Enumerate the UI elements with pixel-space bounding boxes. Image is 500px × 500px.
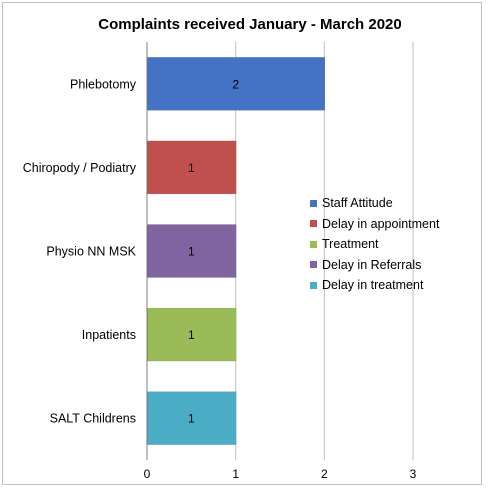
legend-swatch: [310, 240, 317, 248]
legend-label: Staff Attitude: [322, 196, 393, 211]
chart-legend: Staff Attitude Delay in appointment Trea…: [310, 193, 439, 296]
x-tick-label: 0: [144, 467, 151, 481]
category-label: SALT Childrens: [50, 412, 136, 426]
chart-title: Complaints received January - March 2020: [98, 16, 402, 33]
data-label: 1: [188, 245, 195, 259]
x-tick-label: 3: [410, 467, 417, 481]
legend-swatch: [310, 261, 317, 269]
category-label: Physio NN MSK: [46, 245, 136, 259]
category-label: Chiropody / Podiatry: [23, 161, 137, 175]
legend-swatch: [310, 220, 317, 228]
bar: [147, 307, 237, 362]
category-label: Phlebotomy: [70, 77, 137, 91]
legend-label: Delay in appointment: [322, 216, 440, 231]
bar: [147, 224, 237, 278]
bar: [147, 140, 237, 195]
data-label: 1: [188, 328, 195, 342]
legend-label: Delay in treatment: [322, 278, 424, 293]
bar: [147, 57, 326, 111]
data-label: 1: [188, 161, 195, 175]
legend-item-treatment: Treatment: [310, 234, 439, 255]
legend-label: Treatment: [322, 237, 379, 252]
legend-item-delay-in-treatment: Delay in treatment: [310, 275, 439, 296]
legend-label: Delay in Referrals: [322, 257, 422, 272]
legend-item-delay-in-referrals: Delay in Referrals: [310, 255, 439, 276]
data-label: 2: [232, 77, 239, 91]
category-label: Inpatients: [82, 328, 136, 342]
x-tick-label: 1: [232, 467, 239, 481]
legend-swatch: [310, 199, 317, 207]
x-tick-label: 2: [321, 467, 328, 481]
legend-item-delay-in-appointment: Delay in appointment: [310, 214, 439, 235]
legend-item-staff-attitude: Staff Attitude: [310, 193, 439, 214]
legend-swatch: [310, 281, 317, 289]
data-label: 1: [188, 412, 195, 426]
bar: [147, 391, 237, 445]
